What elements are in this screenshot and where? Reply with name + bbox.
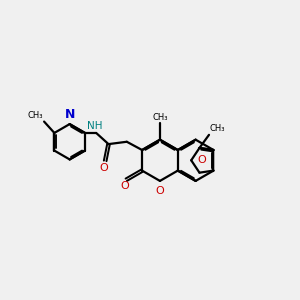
Text: O: O bbox=[121, 181, 130, 191]
Text: O: O bbox=[198, 155, 206, 165]
Text: NH: NH bbox=[87, 121, 103, 131]
Text: CH₃: CH₃ bbox=[210, 124, 225, 134]
Text: N: N bbox=[64, 108, 75, 121]
Text: O: O bbox=[99, 163, 108, 173]
Text: CH₃: CH₃ bbox=[27, 111, 43, 120]
Text: O: O bbox=[156, 186, 164, 196]
Text: CH₃: CH₃ bbox=[152, 113, 168, 122]
